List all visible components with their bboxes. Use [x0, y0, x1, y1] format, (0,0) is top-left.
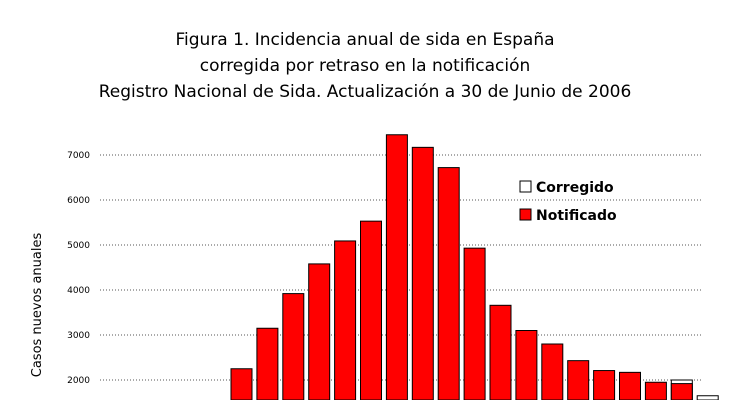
y-tick-label: 4000 [67, 286, 90, 296]
y-tick-label: 6000 [67, 196, 90, 206]
legend: Corregido Notificado [519, 180, 617, 224]
y-tick-label: 2000 [67, 376, 90, 386]
bar-notificado [334, 240, 357, 400]
y-tick-label: 7000 [67, 151, 90, 161]
bar-notificado [489, 304, 512, 400]
bar-notificado [593, 370, 616, 400]
y-tick-label: 5000 [67, 241, 90, 251]
bar-notificado [360, 220, 382, 400]
bar-notificado [282, 293, 305, 400]
bar-notificado [411, 146, 434, 400]
bar-notificado [463, 247, 486, 400]
bar-notificado [567, 360, 590, 400]
bar-notificado [644, 381, 667, 400]
bar-notificado [230, 368, 253, 400]
legend-swatch-corregido [519, 180, 532, 193]
y-tick-label: 3000 [67, 331, 90, 341]
y-axis-label: Casos nuevos anuales [30, 233, 45, 378]
bar-notificado [308, 263, 331, 400]
legend-label-corregido: Corregido [536, 180, 614, 196]
bar-notificado [385, 134, 408, 400]
bar-notificado [670, 383, 693, 400]
bar-notificado [619, 371, 641, 400]
bar-notificado [515, 330, 538, 400]
bar-notificado [437, 167, 460, 400]
chart-title-line-3: Registro Nacional de Sida. Actualización… [98, 82, 632, 102]
legend-swatch-notificado [519, 208, 532, 221]
bar-notificado [256, 327, 279, 400]
legend-label-notificado: Notificado [536, 208, 617, 224]
bar-notificado [541, 343, 564, 400]
chart-title-line-1: Figura 1. Incidencia anual de sida en Es… [175, 30, 555, 50]
bar-corregido [696, 395, 719, 400]
chart-title-line-2: corregida por retraso en la notificación [199, 56, 531, 76]
